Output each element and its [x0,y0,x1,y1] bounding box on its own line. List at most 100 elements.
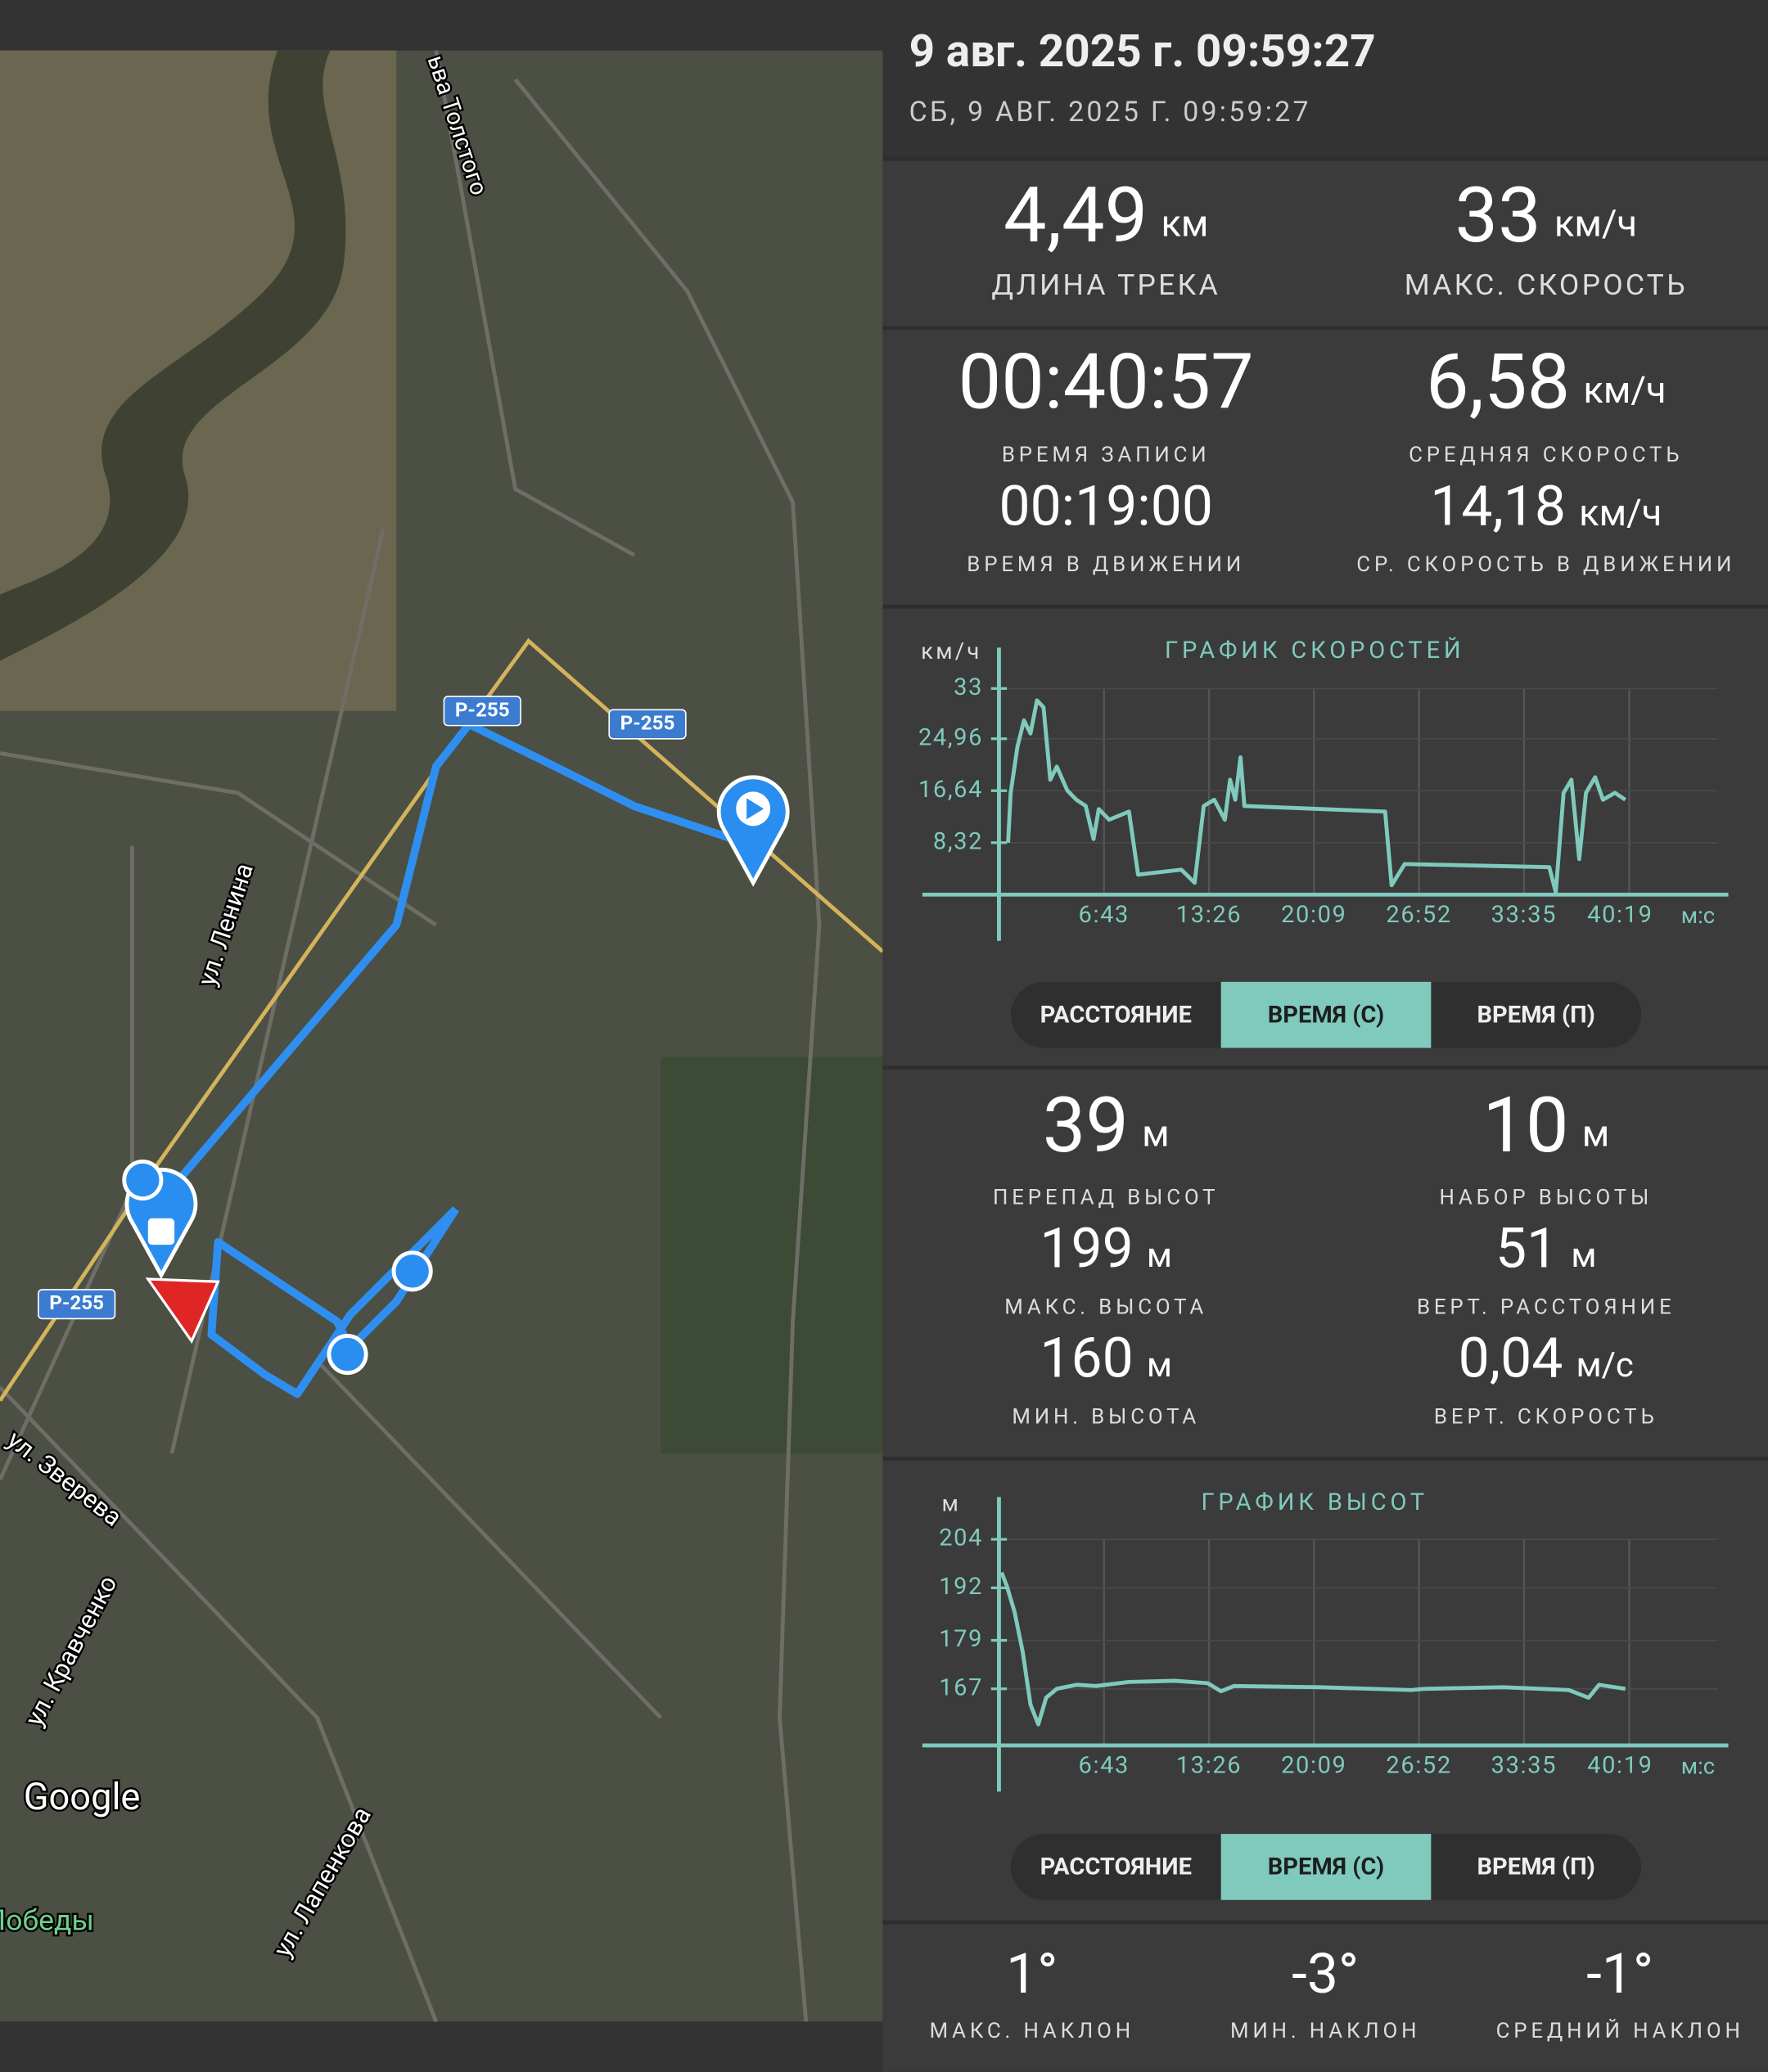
header-title: 9 авг. 2025 г. 09:59:27 [909,25,1376,78]
stat-value: 160 м [1040,1326,1172,1391]
stat-label: НАБОР ВЫСОТЫ [1439,1185,1653,1209]
x-tick-label: 20:09 [1281,1751,1346,1779]
stat-value: 39 м [1043,1080,1170,1170]
waypoint[interactable] [122,1159,164,1200]
control-option[interactable]: РАССТОЯНИЕ [1040,1854,1192,1881]
stat-label: МАКС. НАКЛОН [930,2019,1134,2043]
control-option[interactable]: РАССТОЯНИЕ [1040,1001,1192,1029]
x-axis-unit: м:с [1681,903,1715,929]
stat-value: -3° [1292,1941,1359,2007]
control-option[interactable]: ВРЕМЯ (С) [1268,1854,1384,1881]
waypoint[interactable] [391,1250,433,1292]
stat-number: 51 [1495,1216,1558,1281]
stat-label: ВРЕМЯ В ДВИЖЕНИИ [967,552,1245,577]
x-tick-label: 33:35 [1491,901,1557,929]
stat-value: 4,49 км [1004,170,1208,260]
stat-number: 160 [1040,1326,1133,1391]
separators [882,156,1768,1925]
x-tick-label: 40:19 [1587,1751,1653,1779]
segmented-control[interactable]: РАССТОЯНИЕ ВРЕМЯ (С) ВРЕМЯ (П) [1010,1834,1642,1900]
x-tick-label: 40:19 [1587,901,1653,929]
segmented-control[interactable]: РАССТОЯНИЕ ВРЕМЯ (С) ВРЕМЯ (П) [1010,981,1642,1048]
stat-label: СРЕДНИЙ НАКЛОН [1496,2019,1744,2043]
start-play [746,798,764,820]
stat-label: МИН. НАКЛОН [1230,2019,1420,2043]
control-selected [1220,981,1432,1048]
stat-value: 10 м [1482,1080,1609,1170]
control-option[interactable]: ВРЕМЯ (С) [1268,1001,1384,1029]
stat-label: ВЕРТ. СКОРОСТЬ [1434,1404,1658,1429]
stat-unit: м [1582,1113,1610,1156]
stat-value: 6,58 км/ч [1426,336,1667,426]
road-shield [38,1289,116,1320]
x-tick-label: 6:43 [1079,1751,1130,1779]
stat-unit: км [1161,202,1208,245]
y-tick-label: 33 [954,673,983,701]
stat-label: ВРЕМЯ ЗАПИСИ [1002,443,1211,467]
stat-number: 10 [1482,1080,1568,1170]
stat-number: 6,58 [1426,336,1570,426]
x-tick-label: 13:26 [1176,1751,1242,1779]
y-tick-label: 24,96 [918,723,983,751]
stat-number: 39 [1043,1080,1129,1170]
control-option[interactable]: ВРЕМЯ (П) [1477,1001,1594,1029]
stat-unit: км/ч [1583,369,1666,412]
position-arrow [145,1277,220,1345]
y-tick-label: 167 [939,1673,983,1701]
y-tick-label: 8,32 [933,827,983,855]
x-tick-label: 26:52 [1386,1751,1451,1779]
stat-value: 199 м [1040,1216,1172,1281]
map-label: Р-255 [620,711,675,734]
stat-number: 00:19:00 [999,473,1212,538]
map-attribution: Google [24,1776,141,1819]
stat-value: -1° [1586,1941,1653,2007]
waypoint[interactable] [327,1334,368,1376]
stat-label: СР. СКОРОСТЬ В ДВИЖЕНИИ [1356,552,1735,577]
stat-label: ВЕРТ. РАССТОЯНИЕ [1417,1295,1676,1319]
control-selected [1220,1834,1432,1900]
stat-value: 33 км/ч [1455,170,1638,260]
stat-value: 14,18 км/ч [1430,473,1662,538]
y-tick-label: 204 [939,1525,983,1552]
stat-number: 1° [1006,1941,1058,2007]
data-line [1006,698,1627,894]
stat-unit: м [1571,1236,1596,1276]
stat-unit: м [1142,1113,1170,1156]
stat-value: 1° [1006,1941,1058,2007]
x-tick-label: 6:43 [1079,901,1130,929]
chart-title: ГРАФИК СКОРОСТЕЙ [1165,636,1464,664]
stat-number: 14,18 [1430,473,1566,538]
road-shield [608,709,687,740]
stat-unit: м [1147,1236,1172,1276]
chart-title: ГРАФИК ВЫСОТ [1201,1489,1428,1516]
y-tick-label: 16,64 [918,776,983,804]
stat-unit: км/ч [1554,202,1637,245]
map-label: Победы [0,1903,94,1938]
stat-number: 33 [1455,170,1541,260]
stat-value: 00:40:57 [958,336,1254,426]
stat-number: 00:40:57 [958,336,1254,426]
stat-label: МИН. ВЫСОТА [1012,1404,1200,1429]
map-river [0,50,346,661]
stat-label: ДЛИНА ТРЕКА [991,268,1220,302]
stat-value: 00:19:00 [999,473,1212,538]
map-label: Р-255 [49,1291,104,1314]
stat-value: 0,04 м/с [1459,1326,1634,1391]
x-axis-unit: м:с [1681,1754,1715,1780]
y-axis-unit: м [942,1490,962,1516]
control-option[interactable]: ВРЕМЯ (П) [1477,1854,1594,1881]
x-tick-label: 33:35 [1491,1751,1557,1779]
waypoints[interactable] [122,1159,433,1376]
start-marker[interactable] [716,775,790,887]
y-axis-unit: км/ч [921,638,981,664]
x-tick-label: 20:09 [1281,901,1346,929]
start-pin [716,775,790,887]
stat-number: -3° [1292,1941,1359,2007]
stat-unit: м/с [1576,1345,1633,1385]
stat-number: 199 [1040,1216,1133,1281]
stat-number: -1° [1586,1941,1653,2007]
